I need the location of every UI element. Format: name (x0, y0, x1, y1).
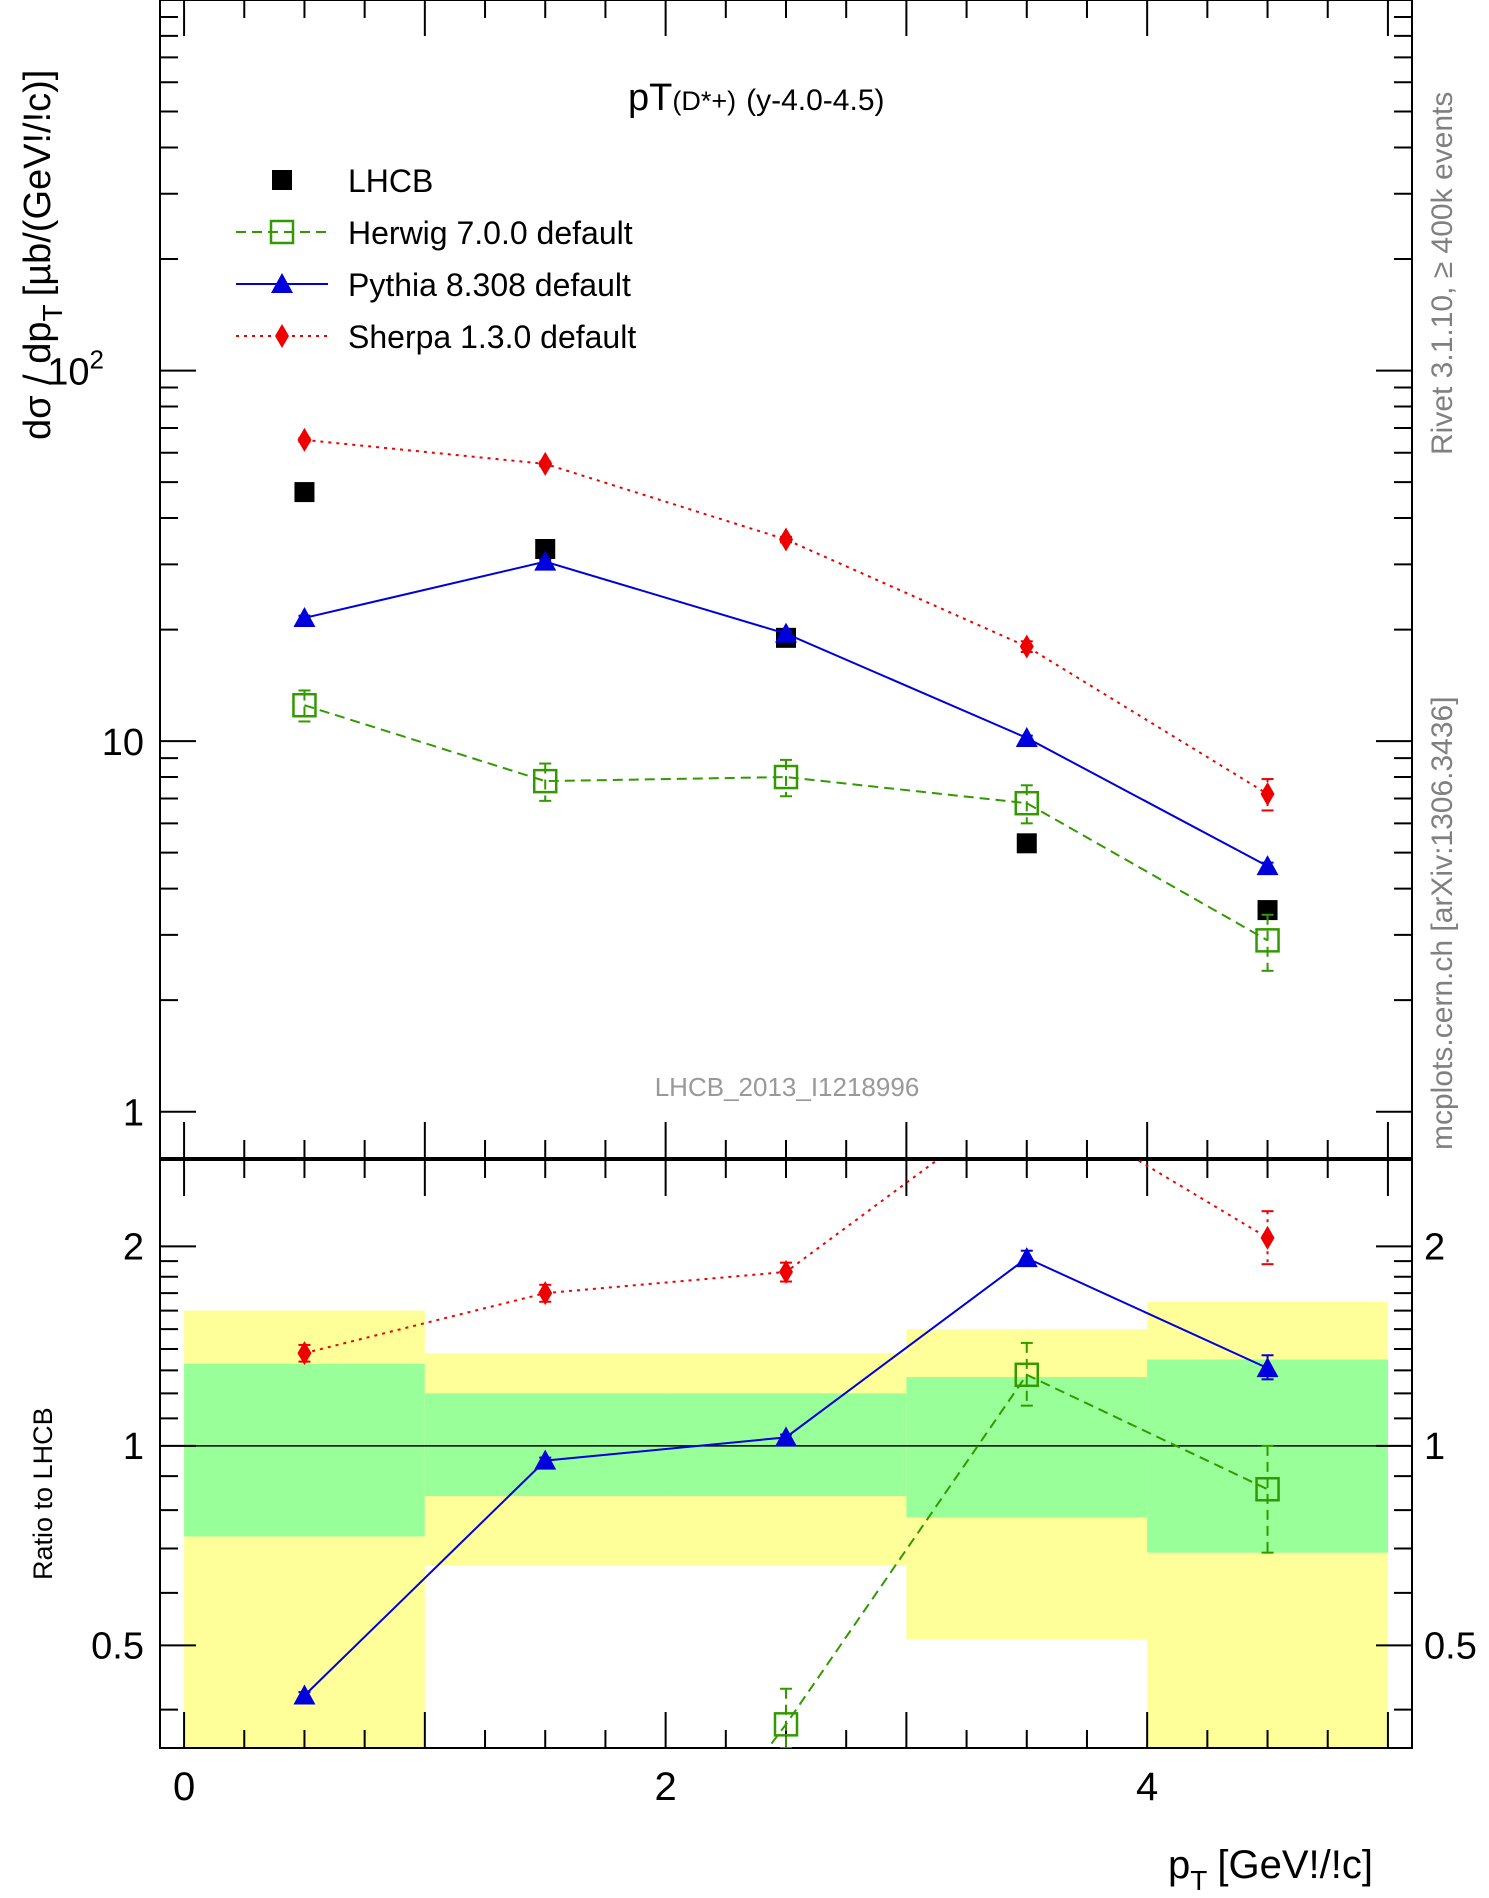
pythia-ratio-point (534, 1449, 557, 1470)
rivet-version-label: Rivet 3.1.10, ≥ 400k events (1426, 92, 1459, 455)
tick-labels: 102 10 1 2 2 1 1 0.5 0.5 0 2 4 (47, 345, 1477, 1809)
sherpa-main-point (538, 451, 553, 476)
band-inner-4 (1147, 1359, 1388, 1553)
sherpa-main-point (779, 527, 793, 552)
pythia-ratio-point (293, 1684, 316, 1705)
pythia-main-line (304, 560, 1269, 867)
x-tick-label: 4 (1136, 1765, 1158, 1809)
pythia-main-point (1015, 726, 1038, 747)
main-y-tick-label: 10 (102, 722, 144, 764)
lhcb-legend-label: LHCB (348, 163, 433, 199)
herwig-ratio-line (766, 1373, 1268, 1748)
herwig-ratio-point (1255, 1477, 1280, 1502)
sherpa-ratio-point (538, 1281, 553, 1306)
ratio-y-tick-label: 2 (123, 1226, 144, 1268)
pythia-main-point (293, 606, 316, 627)
x-tick-label: 2 (654, 1765, 676, 1809)
herwig-ratio-point (773, 1712, 799, 1737)
pythia-ratio-point (775, 1426, 797, 1447)
legend: LHCB Herwig 7.0.0 default Pythia 8.308 def… (236, 163, 636, 355)
pythia-main-point (1256, 855, 1279, 876)
sherpa-legend-marker (275, 324, 289, 348)
ratio-y-tick-label: 1 (123, 1426, 144, 1468)
main-y-tick-label: 102 (47, 345, 104, 394)
sherpa-main-point (1019, 634, 1034, 659)
pythia-legend-label: Pythia 8.308 default (348, 267, 631, 303)
plot-title: pT(D*+) (y-4.0-4.5) (628, 77, 885, 119)
sherpa-main-point (1260, 782, 1275, 807)
sherpa-ratio-point (297, 1341, 312, 1366)
ratio-y-tick-label: 0.5 (91, 1625, 144, 1667)
x-tick-label: 0 (173, 1765, 195, 1809)
ratio-y-tick-label-right: 2 (1424, 1226, 1445, 1268)
herwig-main-point (1014, 790, 1040, 816)
pythia-ratio-point (1256, 1357, 1279, 1378)
herwig-main-point (532, 768, 558, 794)
main-y-axis-label: dσ / dpT[µb/(GeV!/!c)] (17, 70, 68, 440)
herwig-main-point (292, 692, 317, 718)
sherpa-legend-label: Sherpa 1.3.0 default (348, 319, 636, 355)
pythia-main-point (775, 622, 797, 643)
herwig-legend-label: Herwig 7.0.0 default (348, 215, 633, 251)
pythia-main-point (534, 550, 557, 571)
pythia-ratio-point (1015, 1247, 1038, 1268)
ratio-y-tick-label-right: 0.5 (1424, 1625, 1477, 1667)
mcplots-label: mcplots.cern.ch [arXiv:1306.3436] (1426, 696, 1459, 1150)
lhcb-legend-marker (272, 170, 292, 190)
lhcb-main-point (535, 538, 556, 559)
herwig-main-point (1255, 928, 1280, 953)
sherpa-ratio-line (304, 1160, 1269, 1355)
herwig-ratio-point (1014, 1362, 1040, 1388)
band-inner-0 (184, 1363, 425, 1537)
ratio-y-tick-label-right: 1 (1424, 1426, 1445, 1468)
pythia-legend-marker (271, 273, 293, 293)
sherpa-main-point (297, 427, 312, 452)
analysis-watermark: LHCB_2013_I1218996 (655, 1072, 920, 1102)
lhcb-main-point (294, 482, 315, 503)
ratio-bands (184, 1301, 1388, 1748)
band-inner-1 (424, 1393, 666, 1497)
sherpa-ratio-point (1260, 1225, 1275, 1250)
lhcb-main-point (1016, 833, 1037, 854)
main-y-tick-label: 1 (123, 1093, 144, 1135)
sherpa-ratio-point (1020, 1082, 1034, 1106)
sherpa-main-line (304, 438, 1269, 795)
herwig-main-line (304, 704, 1269, 942)
ratio-y-axis-label: Ratio to LHCB (28, 1407, 58, 1580)
herwig-legend-marker (269, 219, 295, 245)
axis-ticks (160, 0, 1412, 1748)
x-axis-label: pT [GeV!/!c] (1168, 1843, 1373, 1896)
sherpa-ratio-point (779, 1259, 793, 1284)
ratio-series-layer (293, 1082, 1280, 1748)
main-series-layer (292, 427, 1280, 972)
herwig-main-point (773, 764, 799, 790)
